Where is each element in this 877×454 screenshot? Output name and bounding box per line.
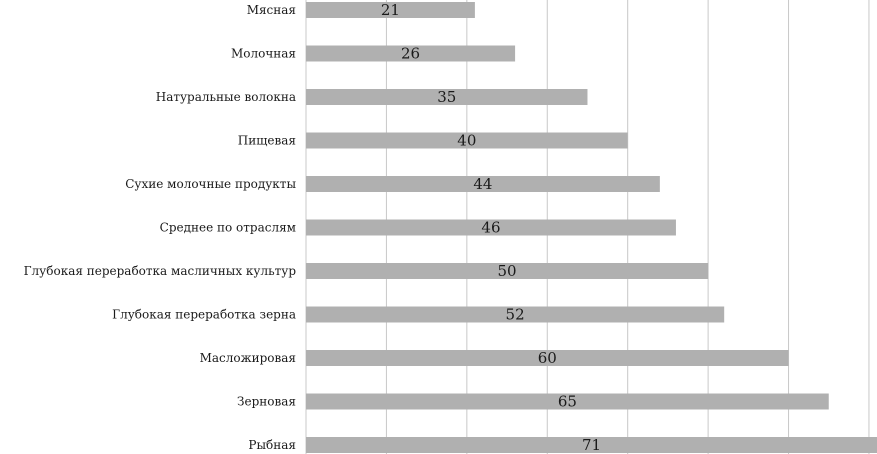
bar: [306, 45, 516, 62]
category-label: Глубокая переработка зерна: [112, 308, 296, 322]
category-label: Глубокая переработка масличных культур: [24, 264, 297, 278]
category-label: Натуральные волокна: [156, 90, 296, 104]
value-label: 35: [437, 88, 456, 106]
value-label: 50: [498, 262, 517, 280]
value-label: 44: [473, 175, 492, 193]
bar: [306, 89, 588, 105]
bars: [306, 2, 877, 453]
bar: [306, 393, 829, 410]
category-label: Масложировая: [200, 351, 296, 365]
bar: [306, 437, 877, 453]
bar: [306, 2, 475, 18]
category-label: Зерновая: [237, 395, 296, 409]
value-label: 21: [381, 1, 400, 19]
value-label: 40: [457, 132, 476, 150]
value-label: 60: [538, 349, 557, 367]
category-label: Мясная: [247, 3, 296, 17]
category-labels: Мясная Молочная Натуральные волокна Пищевая…: [24, 3, 297, 452]
category-label: Пищевая: [238, 134, 296, 148]
value-label: 65: [558, 393, 577, 411]
bar: [306, 263, 709, 279]
value-label: 52: [506, 306, 525, 324]
bar: [306, 219, 676, 236]
category-label: Рыбная: [248, 438, 296, 452]
bar: [306, 132, 628, 149]
value-label: 46: [481, 219, 500, 237]
value-label: 26: [401, 45, 420, 63]
bar: [306, 350, 789, 366]
bar: [306, 176, 660, 192]
category-label: Сухие молочные продукты: [125, 177, 296, 191]
category-label: Молочная: [231, 47, 296, 61]
value-label: 71: [582, 436, 601, 454]
category-label: Среднее по отраслям: [160, 221, 296, 235]
bar: [306, 306, 725, 323]
value-labels: 21 26 35 40 44 46 50 52 60 65 71: [381, 1, 601, 454]
